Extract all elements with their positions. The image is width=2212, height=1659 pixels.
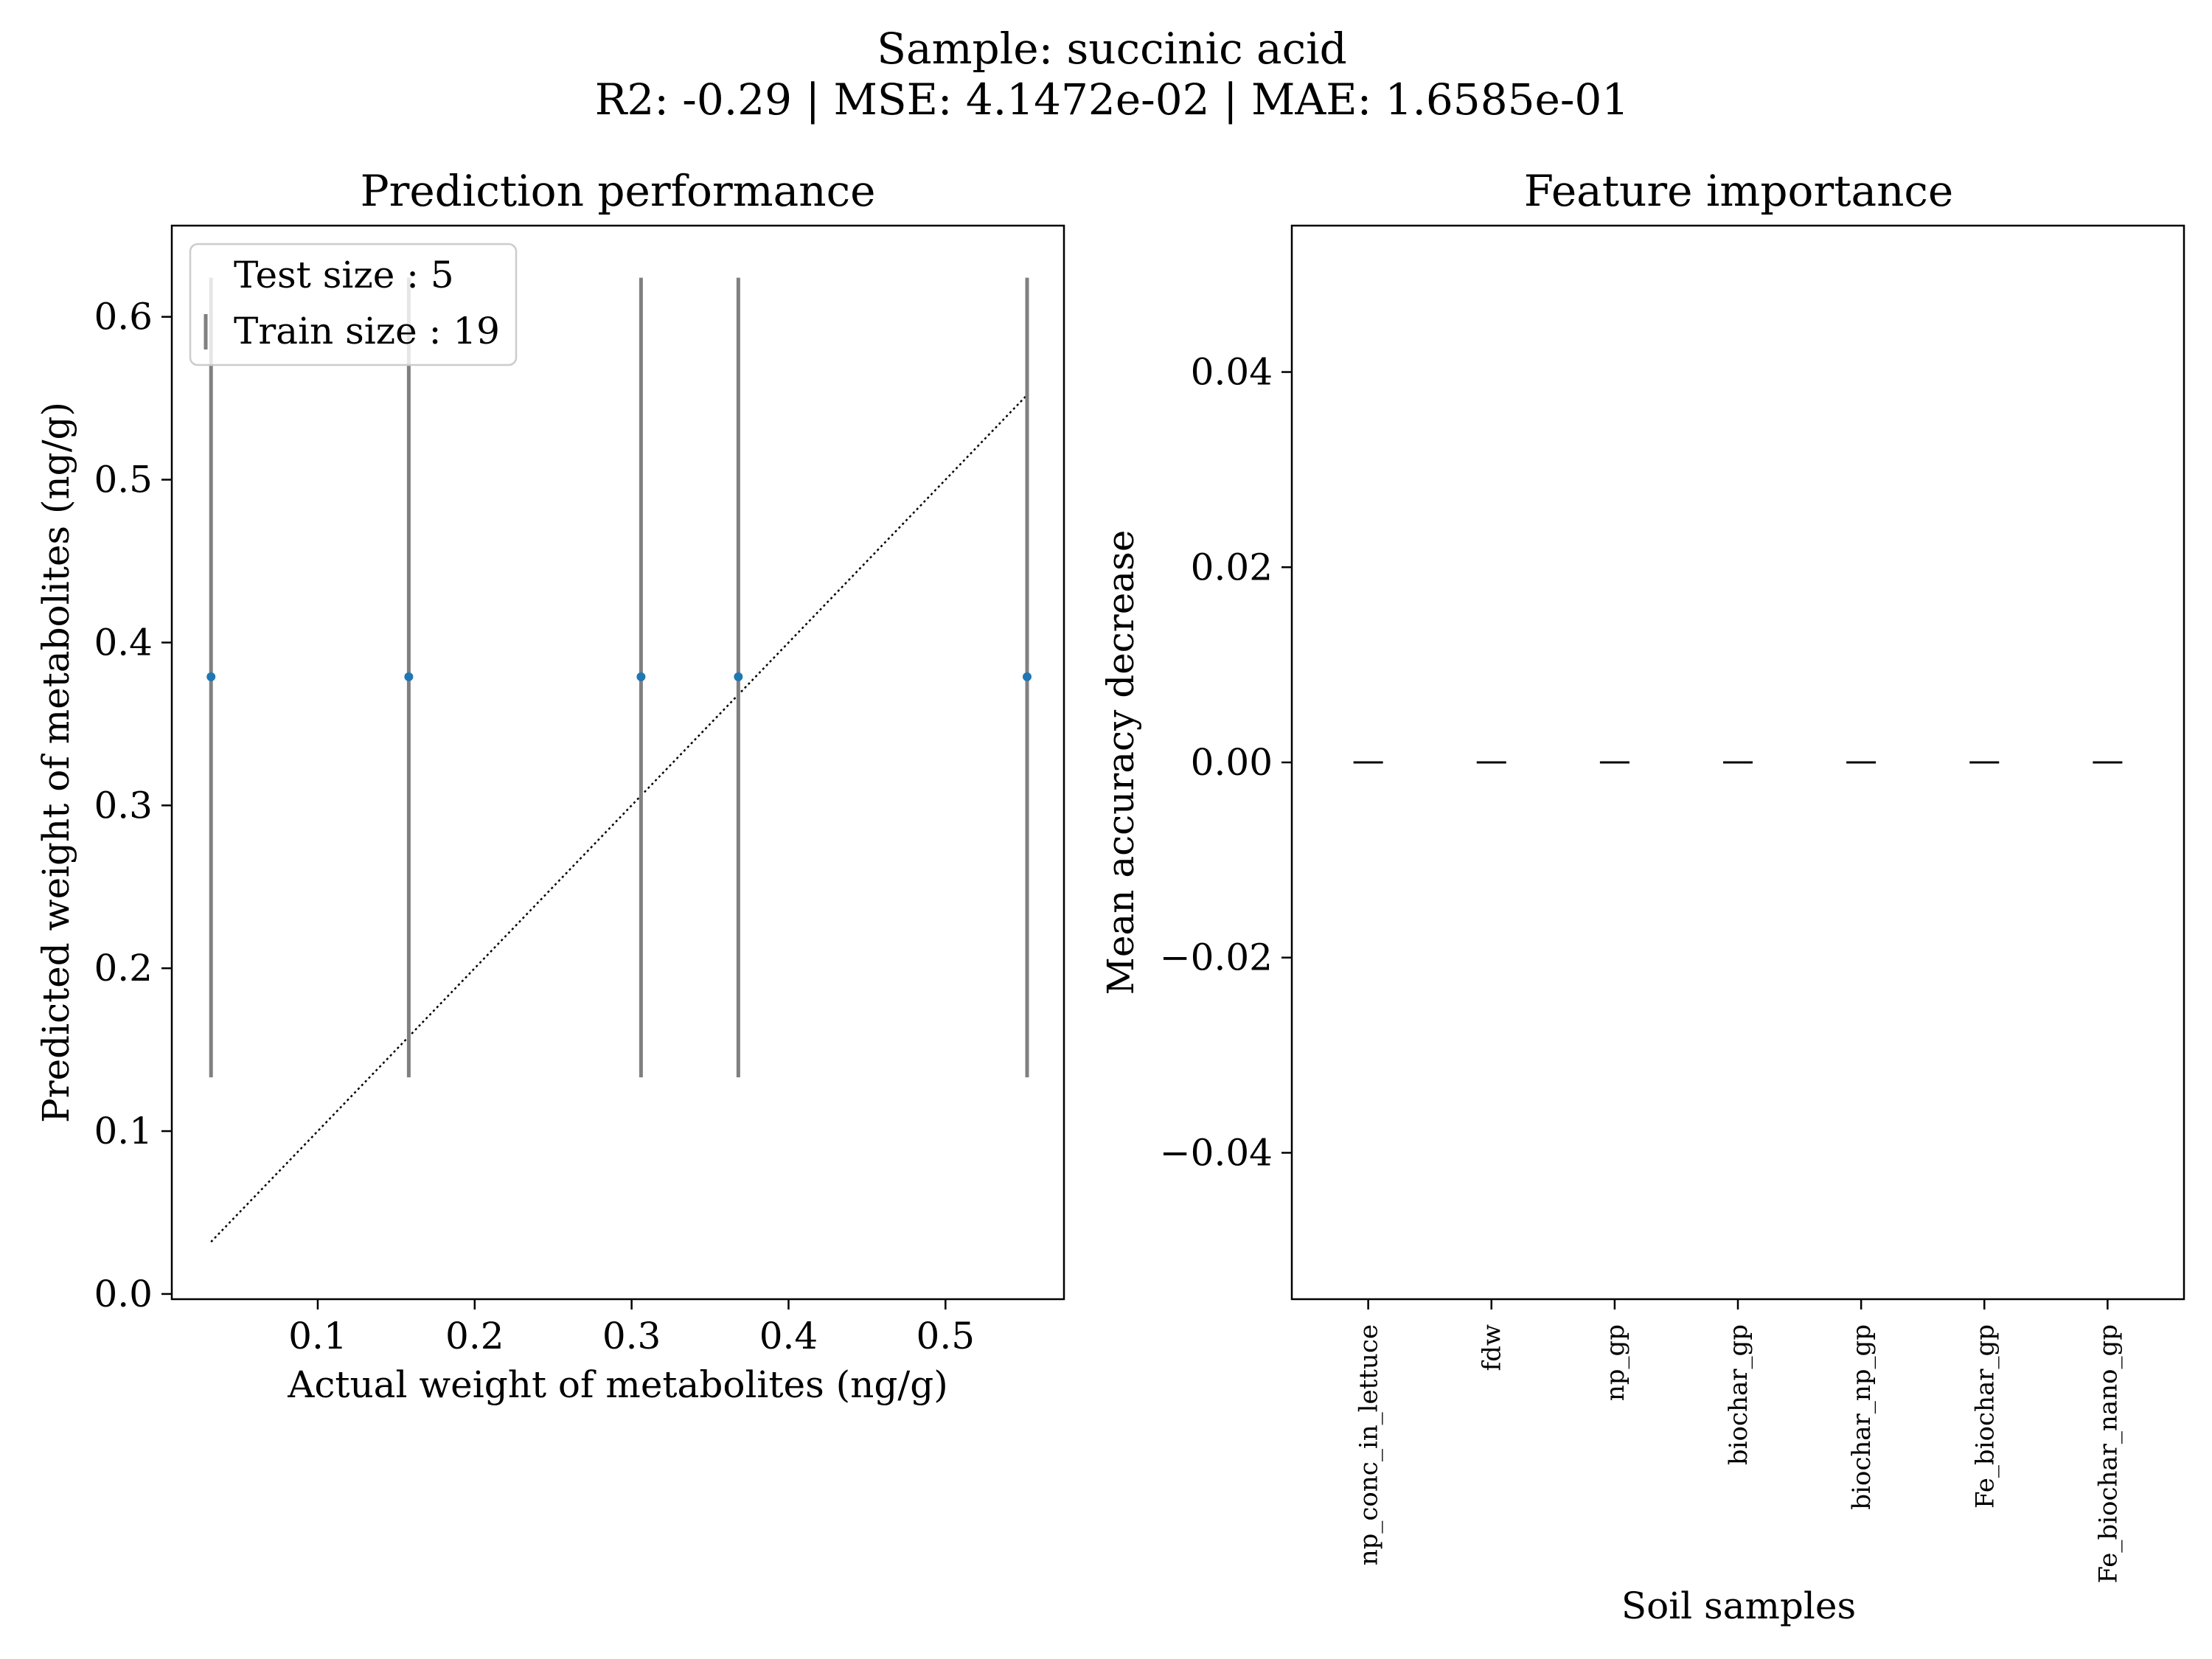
- data-point: [404, 672, 414, 681]
- feature-importance-y-axis: −0.04 −0.02 0.00 0.02 0.04: [1160, 351, 1292, 1174]
- category-label: np_gp: [1601, 1324, 1630, 1401]
- category-label: fdw: [1478, 1324, 1507, 1371]
- prediction-legend: Test size : 5 Train size : 19: [189, 243, 518, 366]
- prediction-y-axis-label: Predicted weight of metabolites (ng/g): [35, 402, 77, 1123]
- y-tick-label: 0.5: [94, 459, 153, 501]
- feature-importance-x-axis-label: Soil samples: [1621, 1585, 1856, 1627]
- feature-importance-panel: Feature importance np_conc_in_lettuce fdw…: [1099, 166, 2185, 1627]
- figure-suptitle-sample: Sample: succinic acid: [877, 24, 1347, 74]
- category-label: biochar_np_gp: [1847, 1324, 1877, 1510]
- prediction-x-axis-label: Actual weight of metabolites (ng/g): [287, 1363, 947, 1406]
- x-tick-label: 0.3: [602, 1315, 661, 1357]
- legend-test-size: Test size : 5: [234, 254, 454, 296]
- figure-suptitle-metrics: R2: -0.29 | MSE: 4.1472e-02 | MAE: 1.658…: [595, 74, 1629, 125]
- x-tick-label: 0.2: [445, 1315, 504, 1357]
- feature-importance-x-axis: np_conc_in_lettuce fdw np_gp biochar_gp bioc…: [1354, 1299, 2123, 1584]
- data-point: [206, 672, 216, 681]
- y-tick-label: 0.3: [94, 784, 153, 827]
- y-tick-label: 0.00: [1191, 741, 1273, 784]
- prediction-axes-frame: [170, 224, 1065, 1301]
- legend-box: [189, 243, 518, 366]
- prediction-x-axis: 0.1 0.2 0.3 0.4 0.5: [288, 1299, 975, 1357]
- y-tick-label: 0.02: [1191, 546, 1273, 588]
- y-tick-label: 0.0: [94, 1273, 153, 1315]
- data-point: [1022, 672, 1032, 681]
- y-tick-label: 0.1: [94, 1110, 153, 1152]
- x-tick-label: 0.5: [917, 1315, 975, 1357]
- y-tick-label: 0.2: [94, 947, 153, 990]
- data-point: [734, 672, 743, 681]
- y-tick-label: 0.4: [94, 621, 153, 664]
- data-point: [636, 672, 646, 681]
- feature-importance-y-axis-label: Mean accuracy decrease: [1099, 530, 1142, 995]
- y-tick-label: −0.02: [1160, 936, 1273, 979]
- y-tick-label: 0.6: [94, 296, 153, 338]
- x-tick-label: 0.1: [288, 1315, 347, 1357]
- feature-importance-title: Feature importance: [1524, 166, 1954, 216]
- category-label: np_conc_in_lettuce: [1354, 1324, 1384, 1565]
- x-tick-label: 0.4: [759, 1315, 818, 1357]
- category-label: Fe_biochar_gp: [1970, 1324, 2000, 1509]
- y-tick-label: 0.04: [1191, 351, 1273, 394]
- y-tick-label: −0.04: [1160, 1131, 1273, 1174]
- category-label: Fe_biochar_nano_gp: [2093, 1324, 2123, 1584]
- category-label: biochar_gp: [1724, 1324, 1753, 1465]
- prediction-performance-panel: Prediction performance 0.1 0.2 0.3 0.4 0.5 0…: [35, 166, 1065, 1406]
- legend-train-size: Train size : 19: [234, 310, 500, 352]
- prediction-y-axis: 0.0 0.1 0.2 0.3 0.4 0.5 0.6: [94, 296, 172, 1315]
- prediction-plot-area: [206, 277, 1032, 1243]
- identity-line: [210, 394, 1028, 1243]
- prediction-performance-title: Prediction performance: [361, 166, 876, 216]
